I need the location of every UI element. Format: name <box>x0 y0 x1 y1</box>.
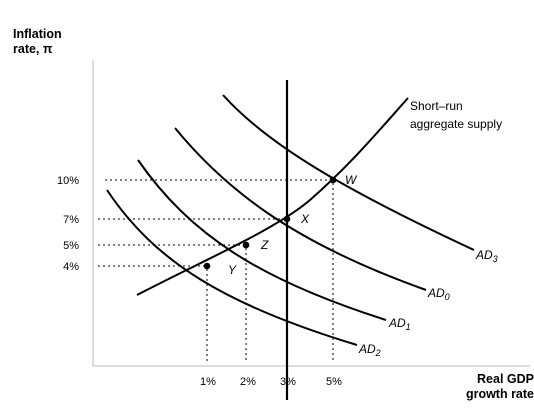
ad2-label: AD2 <box>358 342 381 358</box>
x-tick-label-3: 3% <box>280 376 296 388</box>
y-tick-label-5: 5% <box>63 240 79 252</box>
y-axis-title-line-2: rate, π <box>13 42 53 56</box>
point-label-z: Z <box>260 238 269 252</box>
y-tick-label-4: 4% <box>63 261 79 273</box>
point-y <box>203 262 211 270</box>
sras-curve <box>136 97 409 296</box>
ad0-label: AD0 <box>427 286 450 302</box>
x-axis-title-line-2: growth rate <box>465 387 534 401</box>
y-axis-title-line-1: Inflation <box>13 27 62 41</box>
x-tick-label-5: 5% <box>326 376 342 388</box>
ad0-curve <box>174 127 427 291</box>
ad0-label-base: AD <box>427 286 445 300</box>
point-label-y: Y <box>228 263 237 277</box>
ad1-curve <box>137 159 387 321</box>
ad2-curve <box>106 189 358 346</box>
ad3-curve <box>222 94 475 251</box>
point-label-x: X <box>300 212 310 226</box>
ad3-label-base: AD <box>475 248 493 262</box>
x-axis-title-line-1: Real GDP <box>477 372 534 386</box>
ad1-label-base: AD <box>388 316 406 330</box>
ad0-label-sub: 0 <box>445 292 450 302</box>
x-tick-label-2: 2% <box>240 376 256 388</box>
sras-label-line-1: Short–run <box>410 99 463 113</box>
ad2-label-sub: 2 <box>375 348 381 358</box>
ad2-label-base: AD <box>358 342 376 356</box>
y-axis-title: Inflation rate, π <box>13 27 62 57</box>
ad3-label: AD3 <box>475 248 498 264</box>
sras-label-line-2: aggregate supply <box>410 117 502 131</box>
y-tick-label-7: 7% <box>63 214 79 226</box>
ad1-label: AD1 <box>388 316 411 332</box>
x-tick-label-1: 1% <box>200 376 216 388</box>
point-z <box>242 241 250 249</box>
point-label-w: W <box>345 173 358 187</box>
ad1-label-sub: 1 <box>406 322 411 332</box>
x-axis-title: Real GDP growth rate <box>466 372 534 402</box>
point-w <box>329 176 337 184</box>
ad3-label-sub: 3 <box>493 254 498 264</box>
point-x <box>283 215 291 223</box>
y-tick-label-10: 10% <box>57 175 79 187</box>
